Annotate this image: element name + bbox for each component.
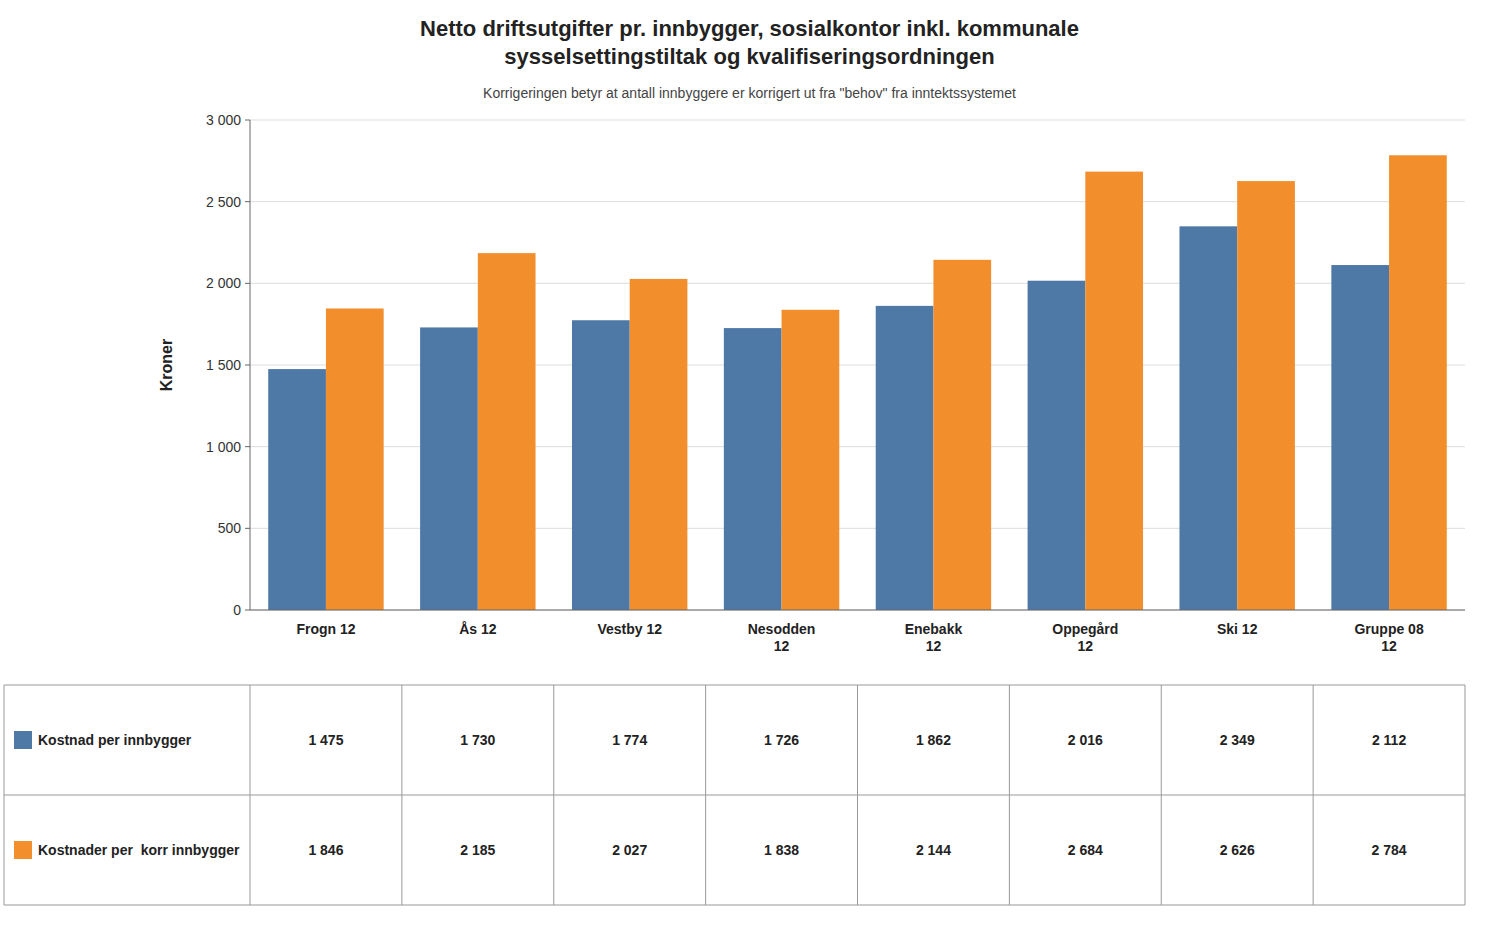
tick-mark <box>245 120 250 121</box>
legend-swatch <box>14 841 32 859</box>
table-value: 2 144 <box>916 842 951 858</box>
bar <box>572 320 630 610</box>
tick-label: 2 500 <box>206 194 241 210</box>
legend-label: Kostnad per innbygger <box>38 732 192 748</box>
tick-label: 0 <box>233 602 241 618</box>
table-value: 2 684 <box>1068 842 1103 858</box>
category-label: Ås 12 <box>459 621 497 637</box>
tick-mark <box>245 446 250 447</box>
table-value: 2 784 <box>1372 842 1407 858</box>
text-line: Frogn 12 <box>296 621 355 637</box>
text-line: Nesodden <box>748 621 816 637</box>
bar <box>1179 226 1237 610</box>
table-line <box>1009 685 1010 905</box>
category-label: Ski 12 <box>1217 621 1258 637</box>
tick-mark <box>245 610 250 611</box>
bar <box>724 328 782 610</box>
category-label: Nesodden12 <box>748 621 816 654</box>
legend-swatch <box>14 731 32 749</box>
y-axis: 0 500 1 000 1 500 2 000 2 500 3 000 <box>206 112 1465 618</box>
text-line: 12 <box>1381 638 1397 654</box>
axis-line <box>250 610 1465 611</box>
table-line <box>1465 685 1466 905</box>
text-line: Netto driftsutgifter pr. innbygger, sosi… <box>420 16 1079 41</box>
bar <box>1085 172 1143 610</box>
table-value: 1 846 <box>308 842 343 858</box>
table-line <box>1313 685 1314 905</box>
bar <box>876 306 934 610</box>
tick-mark <box>245 365 250 366</box>
tick-label: 500 <box>218 520 242 536</box>
table-value: 2 112 <box>1372 732 1406 748</box>
table-line <box>4 795 1465 796</box>
table-value: 2 016 <box>1068 732 1103 748</box>
table-value: 1 862 <box>916 732 951 748</box>
bar <box>630 279 688 610</box>
bar <box>933 260 991 610</box>
background <box>0 0 1499 927</box>
bar <box>268 369 326 610</box>
axis-label: Kroner <box>158 339 175 391</box>
subtitle: Korrigeringen betyr at antall innbyggere… <box>483 85 1016 101</box>
data-table: Kostnad per innbygger 1 475 1 730 1 774 1 72… <box>4 685 1465 905</box>
bar <box>1389 155 1447 610</box>
table-value: 1 730 <box>460 732 495 748</box>
table-line <box>1161 685 1162 905</box>
bar <box>1237 181 1295 610</box>
tick-mark <box>245 283 250 284</box>
tick-mark <box>245 201 250 202</box>
table-line <box>553 685 554 905</box>
category-label: Oppegård12 <box>1052 621 1118 654</box>
table-value: 1 774 <box>612 732 647 748</box>
axis-line <box>250 120 251 610</box>
legend-label: Kostnader per korr innbygger <box>38 842 240 858</box>
bar <box>782 310 840 610</box>
bar <box>1028 281 1086 610</box>
grid-line <box>250 120 1465 121</box>
text-line: Vestby 12 <box>597 621 662 637</box>
tick-label: 2 000 <box>206 275 241 291</box>
table-line <box>250 685 251 905</box>
table-line <box>4 685 5 905</box>
bars <box>268 155 1447 610</box>
tick-label: 1 500 <box>206 357 241 373</box>
table-line <box>4 685 1465 686</box>
category-label: Enebakk12 <box>905 621 963 654</box>
table-value: 1 726 <box>764 732 799 748</box>
bar <box>1331 265 1389 610</box>
text-line: Ås 12 <box>459 621 497 637</box>
table-value: 2 027 <box>612 842 647 858</box>
table-value: 2 626 <box>1220 842 1255 858</box>
bar <box>420 327 478 610</box>
table-line <box>857 685 858 905</box>
text-line: 12 <box>774 638 790 654</box>
text-line: 12 <box>926 638 942 654</box>
tick-mark <box>245 528 250 529</box>
table-value: 1 838 <box>764 842 799 858</box>
title: Netto driftsutgifter pr. innbygger, sosi… <box>420 16 1079 69</box>
table-line <box>4 905 1465 906</box>
text-line: Oppegård <box>1052 621 1118 637</box>
text-line: Gruppe 08 <box>1354 621 1423 637</box>
category-label: Frogn 12 <box>296 621 355 637</box>
category-label: Vestby 12 <box>597 621 662 637</box>
table-line <box>401 685 402 905</box>
text-line: Ski 12 <box>1217 621 1258 637</box>
table-value: 2 349 <box>1220 732 1255 748</box>
chart: Netto driftsutgifter pr. innbygger, sosi… <box>0 0 1499 927</box>
bar <box>478 253 536 610</box>
tick-label: 1 000 <box>206 439 241 455</box>
tick-label: 3 000 <box>206 112 241 128</box>
category-label: Gruppe 0812 <box>1354 621 1423 654</box>
table-value: 1 475 <box>308 732 343 748</box>
grid-line <box>250 610 1465 611</box>
text-line: 12 <box>1078 638 1094 654</box>
text-line: sysselsettingstiltak og kvalifiseringsor… <box>504 44 994 69</box>
text-line: Enebakk <box>905 621 963 637</box>
table-line <box>705 685 706 905</box>
bar <box>326 308 384 610</box>
table-value: 2 185 <box>460 842 495 858</box>
